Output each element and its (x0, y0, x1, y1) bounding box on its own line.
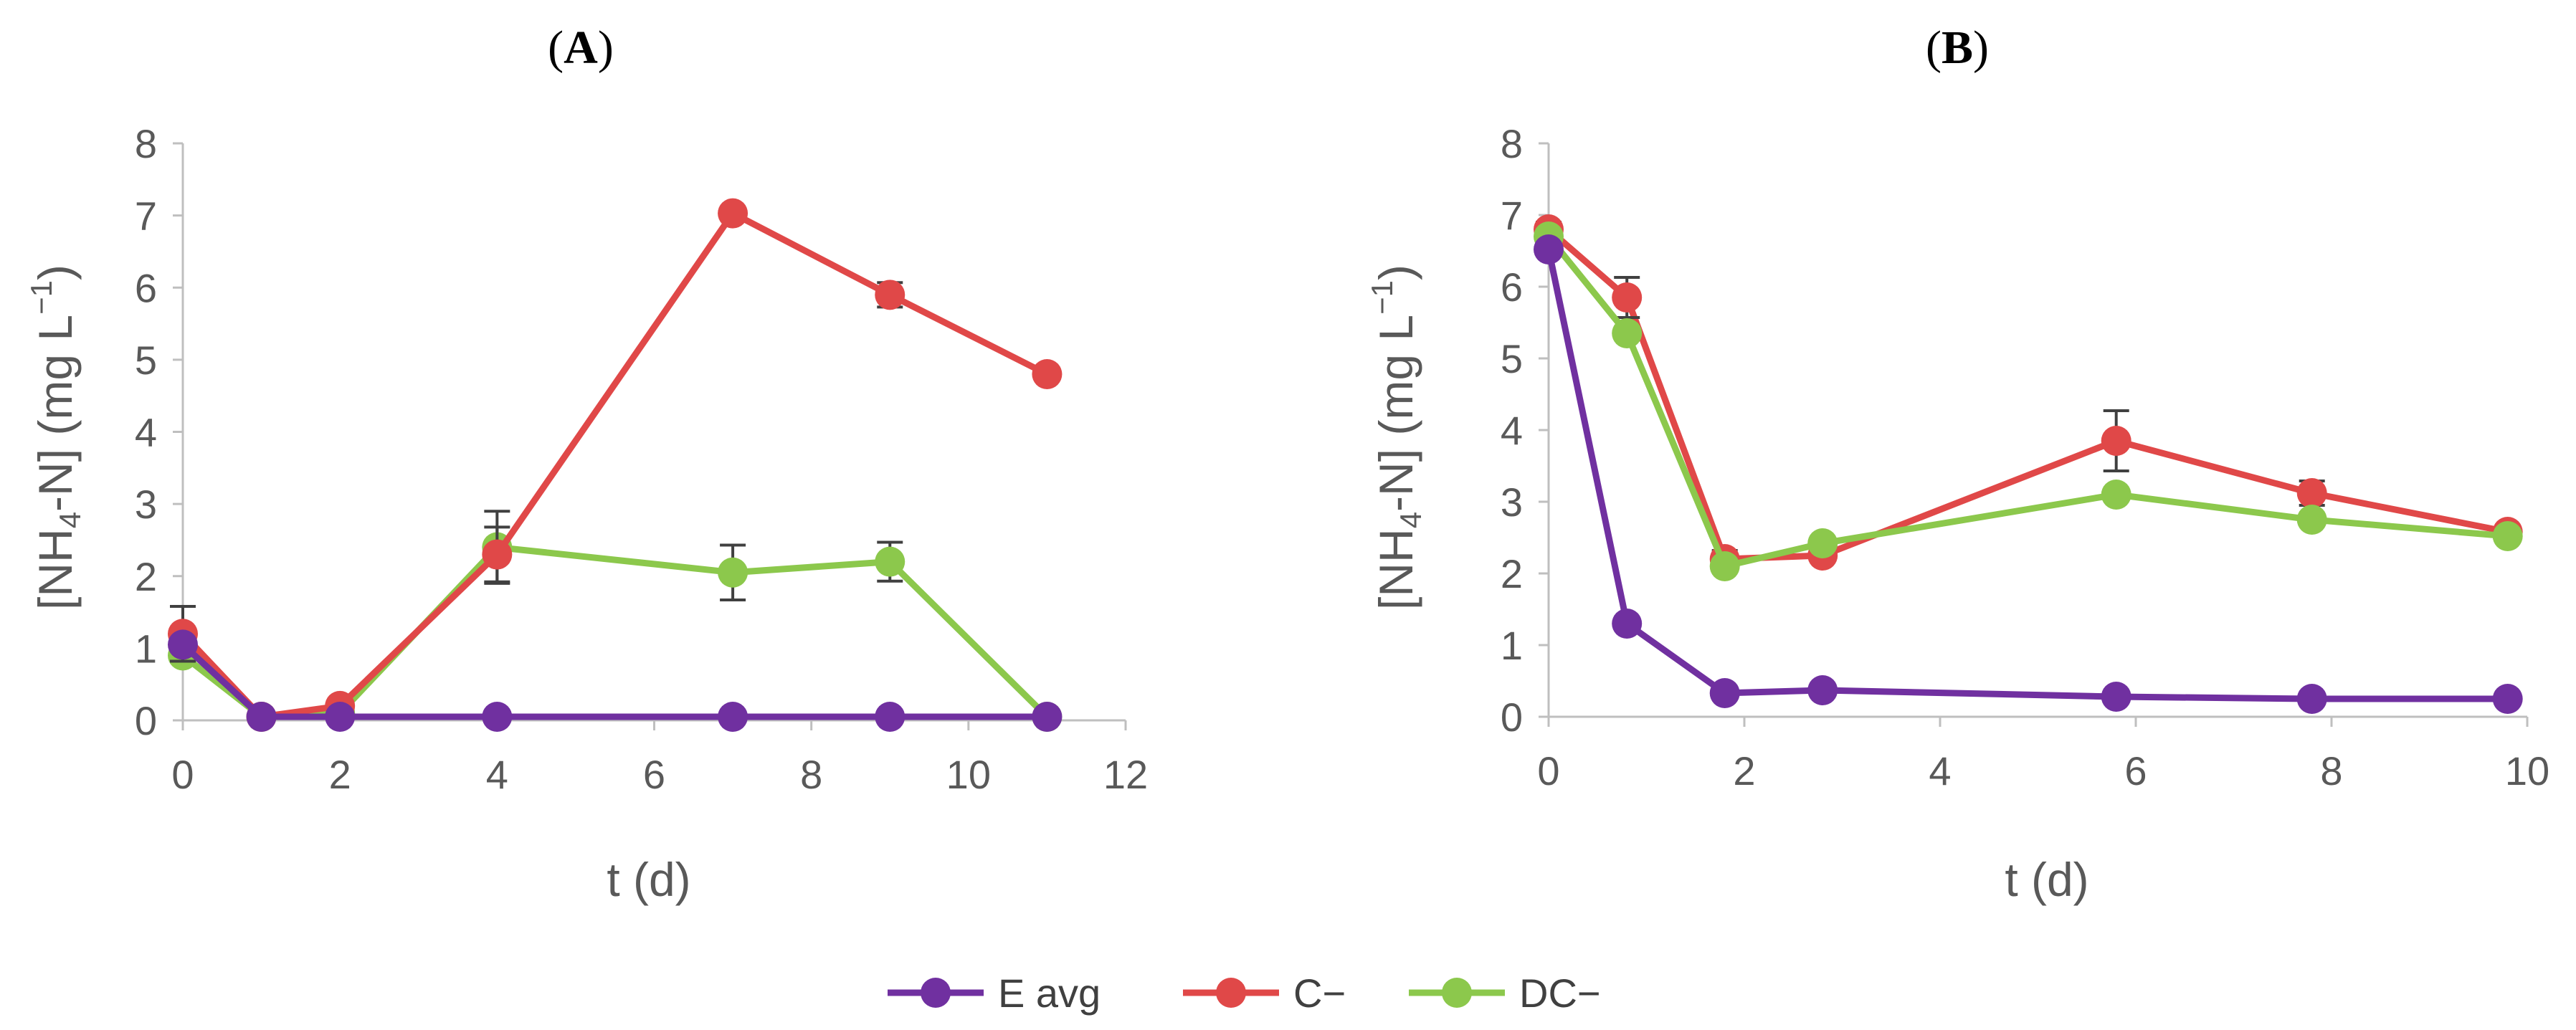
panel-a-y-tick-label: 4 (135, 410, 157, 455)
panel-a-y-tick-label: 5 (135, 338, 157, 383)
panel-b-series-e-avg-point (1534, 234, 1564, 264)
panel-b-axes (1547, 143, 2527, 718)
panel-a-series-e-avg-point (1032, 701, 1063, 732)
panel-a-x-tick-label: 0 (171, 752, 194, 797)
legend-item-c-minus: C− (1183, 971, 1346, 1016)
panel-a-series-e-avg-point (168, 629, 198, 660)
legend-item-e-avg: E avg (888, 971, 1101, 1016)
panel-a-y-tick-label: 0 (135, 698, 157, 743)
legend-marker-dc-minus (1442, 978, 1472, 1008)
panel-b-y-tick-label: 1 (1501, 623, 1523, 668)
panel-b-y-axis-title: [NH4-N] (mg L−1) (1365, 264, 1427, 610)
panel-a-title: (A) (548, 22, 614, 74)
panel-a-series-e-avg-point (246, 701, 277, 732)
panel-b-y-ticks: 0 1 2 3 4 5 6 7 8 (1501, 121, 1549, 740)
panel-a-y-tick-label: 3 (135, 482, 157, 527)
panel-b-x-tick-label: 8 (2320, 748, 2342, 793)
panel-a-y-tick-label: 6 (135, 265, 157, 310)
panel-a-y-tick-label: 7 (135, 194, 157, 239)
panel-b-x-axis-title: t (d) (2005, 853, 2088, 906)
panel-a-series-dc-minus-point (875, 546, 906, 577)
panel-b: (B) 0 1 2 3 4 5 6 7 8 0 2 4 6 8 10 t (d) [NH4-N] (mg … (1365, 22, 2549, 906)
panel-a-x-tick-label: 10 (946, 752, 991, 797)
panel-a-x-ticks: 0 2 4 6 8 10 12 (171, 720, 1148, 797)
panel-a-x-tick-label: 2 (329, 752, 351, 797)
panel-a-series-c-minus-point (482, 539, 513, 570)
panel-b-series-e-avg (1534, 234, 2523, 714)
panel-a-series-dc-minus (168, 510, 1063, 732)
panel-b-y-tick-label: 4 (1501, 408, 1523, 453)
panel-a-series-c-minus-point (718, 198, 748, 229)
panel-b-series-c-minus-point (2101, 426, 2131, 456)
panel-a-x-tick-label: 12 (1103, 752, 1148, 797)
panel-b-x-tick-label: 6 (2124, 748, 2147, 793)
panel-b-y-tick-label: 8 (1501, 121, 1523, 166)
panel-b-series-dc-minus (1534, 221, 2523, 581)
legend-marker-e-avg (921, 978, 951, 1008)
panel-a-series-e-avg (168, 629, 1063, 732)
panel-b-x-tick-label: 0 (1537, 748, 1559, 793)
legend: E avg C− DC− (888, 971, 1601, 1016)
panel-a-series (168, 198, 1063, 732)
panel-a-y-ticks: 0 1 2 3 4 5 6 7 8 (135, 121, 183, 743)
panel-a-y-tick-label: 8 (135, 121, 157, 166)
panel-b-series-e-avg-point (2492, 684, 2523, 714)
panel-b-series-dc-minus-point (1807, 528, 1838, 558)
panel-b-x-tick-label: 10 (2505, 748, 2549, 793)
legend-marker-c-minus (1216, 978, 1246, 1008)
panel-a-series-e-avg-point (482, 701, 513, 732)
panel-b-series-dc-minus-point (1709, 551, 1740, 581)
panel-b-y-tick-label: 5 (1501, 336, 1523, 381)
panel-b-series-c-minus-point (2296, 478, 2327, 508)
panel-a-x-tick-label: 8 (800, 752, 822, 797)
panel-b-series (1534, 214, 2523, 714)
panel-a-x-tick-label: 6 (643, 752, 665, 797)
panel-b-y-tick-label: 2 (1501, 551, 1523, 596)
panel-a-y-tick-label: 1 (135, 626, 157, 671)
panel-a-series-dc-minus-point (718, 557, 748, 588)
panel-b-series-e-avg-point (2296, 684, 2327, 714)
panel-b-series-dc-minus-line (1546, 234, 2509, 570)
panel-a-series-e-avg-point (875, 701, 906, 732)
panel-b-series-dc-minus-point (1612, 318, 1643, 348)
panel-b-y-tick-label: 6 (1501, 264, 1523, 310)
panel-a-series-c-minus (168, 198, 1063, 732)
panel-a-series-dc-minus-line (181, 544, 1050, 720)
panel-a-series-e-avg-point (325, 701, 356, 732)
panel-a-series-e-avg-point (718, 701, 748, 732)
panel-b-y-tick-label: 0 (1501, 695, 1523, 740)
panel-a-series-c-minus-point (875, 280, 906, 310)
panel-a-series-c-minus-point (1032, 359, 1063, 389)
panel-b-x-ticks: 0 2 4 6 8 10 (1537, 717, 2549, 793)
panel-a-x-tick-label: 4 (486, 752, 508, 797)
panel-b-y-tick-label: 7 (1501, 193, 1523, 238)
panel-b-series-c-minus (1534, 214, 2523, 574)
panel-a-series-c-minus-line (180, 210, 1049, 720)
legend-label-e-avg: E avg (998, 971, 1101, 1016)
panel-b-series-e-avg-point (1807, 675, 1838, 705)
panel-b-series-e-avg-point (1709, 678, 1740, 708)
panel-a-axes (181, 143, 1126, 722)
panel-a-y-tick-label: 2 (135, 554, 157, 599)
panel-b-y-tick-label: 3 (1501, 480, 1523, 525)
panel-a-x-axis-title: t (d) (607, 853, 690, 906)
legend-label-c-minus: C− (1293, 971, 1346, 1016)
panel-b-series-dc-minus-point (2492, 521, 2523, 551)
panel-b-series-dc-minus-point (2101, 480, 2131, 510)
legend-label-dc-minus: DC− (1519, 971, 1601, 1016)
legend-item-dc-minus: DC− (1409, 971, 1601, 1016)
panel-a-series-e-avg-line (180, 642, 1047, 720)
panel-b-x-tick-label: 2 (1733, 748, 1755, 793)
panel-b-title: (B) (1926, 22, 1989, 74)
panel-b-series-c-minus-point (1612, 282, 1643, 313)
panel-b-x-tick-label: 4 (1929, 748, 1951, 793)
panel-b-series-dc-minus-point (2296, 505, 2327, 535)
panel-b-series-e-avg-point (1612, 609, 1643, 639)
panel-a-y-axis-title: [NH4-N] (mg L−1) (24, 264, 87, 610)
panel-b-series-e-avg-point (2101, 682, 2131, 712)
